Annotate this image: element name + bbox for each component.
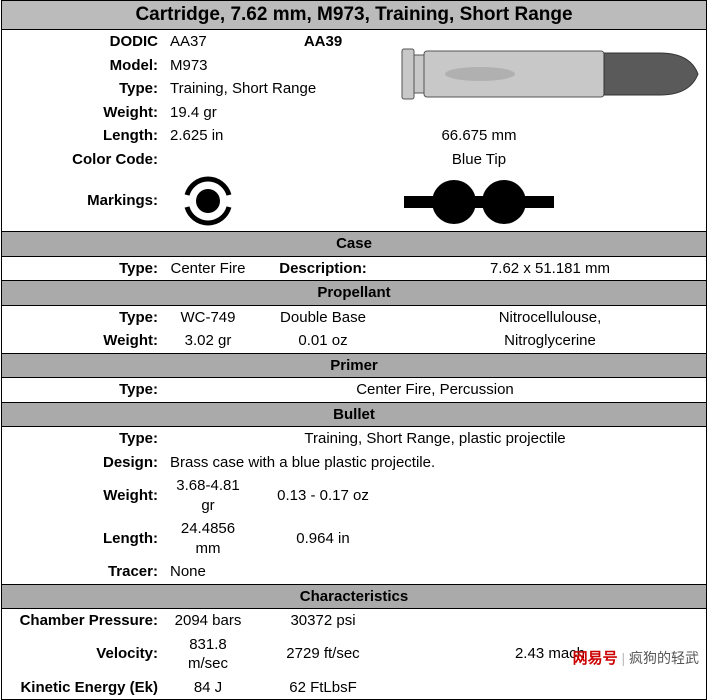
lbl-case-type: Type: xyxy=(2,256,164,281)
lbl-press: Chamber Pressure: xyxy=(2,609,164,633)
lbl-type: Type: xyxy=(2,77,164,101)
lbl-ek: Kinetic Energy (Ek) xyxy=(2,676,164,700)
marking-2 xyxy=(252,171,706,232)
val-type: Training, Short Range xyxy=(164,77,394,101)
val-dodic: AA37 xyxy=(164,30,252,54)
hdr-prop: Propellant xyxy=(2,281,706,306)
marking-1 xyxy=(164,171,252,232)
val-prop-type3b: Nitroglycerine xyxy=(394,329,706,353)
val-dodic2: AA39 xyxy=(252,30,394,54)
lbl-bul-type: Type: xyxy=(2,427,164,451)
val-prop-type2: Double Base xyxy=(252,305,394,329)
lbl-weight: Weight: xyxy=(2,101,164,125)
val-length: 2.625 in xyxy=(164,124,252,148)
val-prop-weight2: 0.01 oz xyxy=(252,329,394,353)
lbl-case-desc: Description: xyxy=(252,256,394,281)
lbl-bul-weight: Weight: xyxy=(2,474,164,517)
val-vel2: 2729 ft/sec xyxy=(252,633,394,676)
title: Cartridge, 7.62 mm, M973, Training, Shor… xyxy=(2,1,706,30)
lbl-mark: Markings: xyxy=(2,171,164,232)
val-bul-type: Training, Short Range, plastic projectil… xyxy=(164,427,706,451)
lbl-vel: Velocity: xyxy=(2,633,164,676)
lbl-length: Length: xyxy=(2,124,164,148)
lbl-bul-design: Design: xyxy=(2,451,164,475)
wm-brand: 网易号 xyxy=(573,650,618,667)
lbl-primer-type: Type: xyxy=(2,378,164,403)
val-model: M973 xyxy=(164,54,394,78)
val-ek: 84 J xyxy=(164,676,252,700)
lbl-model: Model: xyxy=(2,54,164,78)
val-weight: 19.4 gr xyxy=(164,101,394,125)
val-prop-weight: 3.02 gr xyxy=(164,329,252,353)
val-press: 2094 bars xyxy=(164,609,252,633)
watermark: 网易号 | 疯狗的轻武 xyxy=(573,647,699,668)
hdr-case: Case xyxy=(2,232,706,257)
lbl-color: Color Code: xyxy=(2,148,164,172)
val-color: Blue Tip xyxy=(252,148,706,172)
lbl-dodic: DODIC xyxy=(2,30,164,54)
lbl-bul-tracer: Tracer: xyxy=(2,560,164,584)
val-case-type: Center Fire xyxy=(164,256,252,281)
val-press2: 30372 psi xyxy=(252,609,394,633)
val-bul-length: 24.4856 mm xyxy=(164,517,252,560)
val-bul-tracer: None xyxy=(164,560,706,584)
cartridge-image xyxy=(394,30,706,124)
lbl-bul-length: Length: xyxy=(2,517,164,560)
val-ek2: 62 FtLbsF xyxy=(252,676,394,700)
val-length2: 66.675 mm xyxy=(252,124,706,148)
lbl-prop-type: Type: xyxy=(2,305,164,329)
lbl-prop-weight: Weight: xyxy=(2,329,164,353)
val-primer-type: Center Fire, Percussion xyxy=(164,378,706,403)
val-prop-type: WC-749 xyxy=(164,305,252,329)
val-prop-type3: Nitrocellulouse, xyxy=(394,305,706,329)
val-case-desc: 7.62 x 51.181 mm xyxy=(394,256,706,281)
val-bul-design: Brass case with a blue plastic projectil… xyxy=(164,451,706,475)
wm-author: 疯狗的轻武 xyxy=(629,650,699,666)
val-vel: 831.8 m/sec xyxy=(164,633,252,676)
hdr-bullet: Bullet xyxy=(2,402,706,427)
hdr-primer: Primer xyxy=(2,353,706,378)
hdr-char: Characteristics xyxy=(2,584,706,609)
val-bul-weight2: 0.13 - 0.17 oz xyxy=(252,474,394,517)
val-bul-weight: 3.68-4.81 gr xyxy=(164,474,252,517)
val-bul-length2: 0.964 in xyxy=(252,517,394,560)
